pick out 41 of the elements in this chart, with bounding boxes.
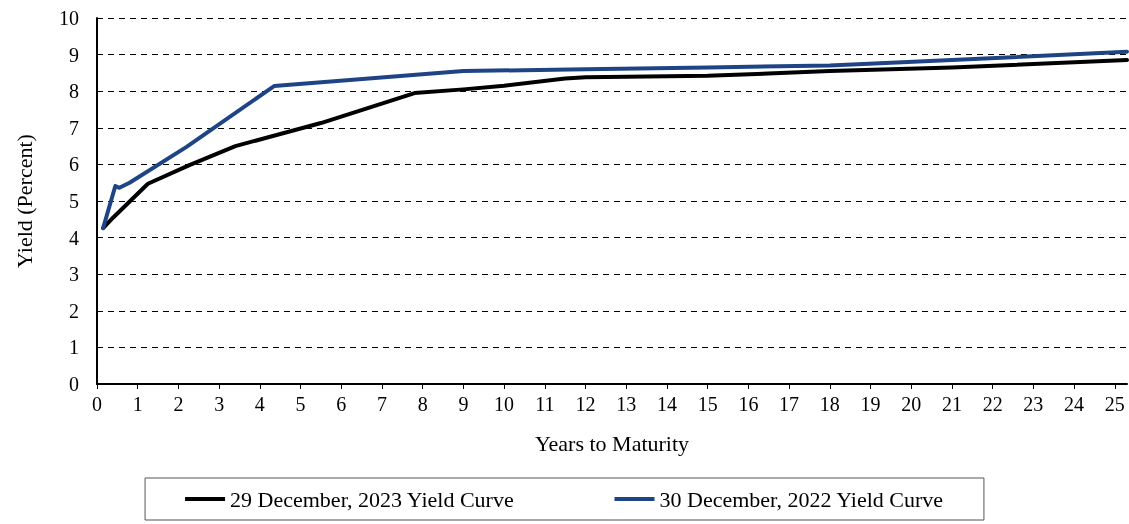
x-tick-label: 9 xyxy=(458,393,469,415)
y-tick-label: 7 xyxy=(69,116,79,139)
x-tick-label: 0 xyxy=(92,393,102,415)
legend-label: 30 December, 2022 Yield Curve xyxy=(659,486,944,512)
x-tick-label: 25 xyxy=(1104,393,1125,415)
x-tick-label: 1 xyxy=(132,393,143,415)
x-axis-title: Years to Maturity xyxy=(534,430,690,456)
x-tick-label: 20 xyxy=(901,393,922,415)
x-tick-label: 18 xyxy=(819,393,840,415)
y-tick-label: 0 xyxy=(69,373,79,395)
x-tick-label: 24 xyxy=(1064,393,1085,415)
x-tick-label: 8 xyxy=(417,393,428,415)
y-tick-label: 9 xyxy=(69,43,79,66)
x-tick-label: 21 xyxy=(941,393,962,415)
y-axis-title: Yield (Percent) xyxy=(11,134,37,268)
x-tick-label: 23 xyxy=(1023,393,1044,415)
x-tick-label: 10 xyxy=(494,393,515,415)
x-tick-label: 11 xyxy=(535,393,555,415)
legend-label: 29 December, 2023 Yield Curve xyxy=(230,486,514,512)
x-tick-label: 22 xyxy=(982,393,1003,415)
x-tick-label: 12 xyxy=(575,393,596,415)
x-tick-label: 13 xyxy=(616,393,637,415)
y-tick-label: 5 xyxy=(69,190,79,212)
x-tick-label: 19 xyxy=(860,393,881,415)
x-tick-label: 16 xyxy=(738,393,759,415)
x-tick-label: 3 xyxy=(214,393,225,415)
y-tick-label: 4 xyxy=(69,226,79,249)
y-tick-label: 8 xyxy=(69,80,79,103)
x-tick-label: 5 xyxy=(295,393,306,415)
x-tick-label: 6 xyxy=(336,393,347,415)
y-tick-label: 10 xyxy=(59,7,79,29)
y-tick-label: 1 xyxy=(69,336,79,359)
y-tick-label: 6 xyxy=(69,153,79,176)
y-tick-label: 2 xyxy=(69,299,79,322)
x-tick-label: 4 xyxy=(254,393,265,415)
x-tick-label: 2 xyxy=(173,393,184,415)
y-tick-label: 3 xyxy=(69,263,79,286)
x-tick-label: 7 xyxy=(376,393,387,415)
x-tick-label: 17 xyxy=(779,393,800,415)
x-tick-label: 15 xyxy=(697,393,718,415)
x-tick-label: 14 xyxy=(656,393,677,415)
